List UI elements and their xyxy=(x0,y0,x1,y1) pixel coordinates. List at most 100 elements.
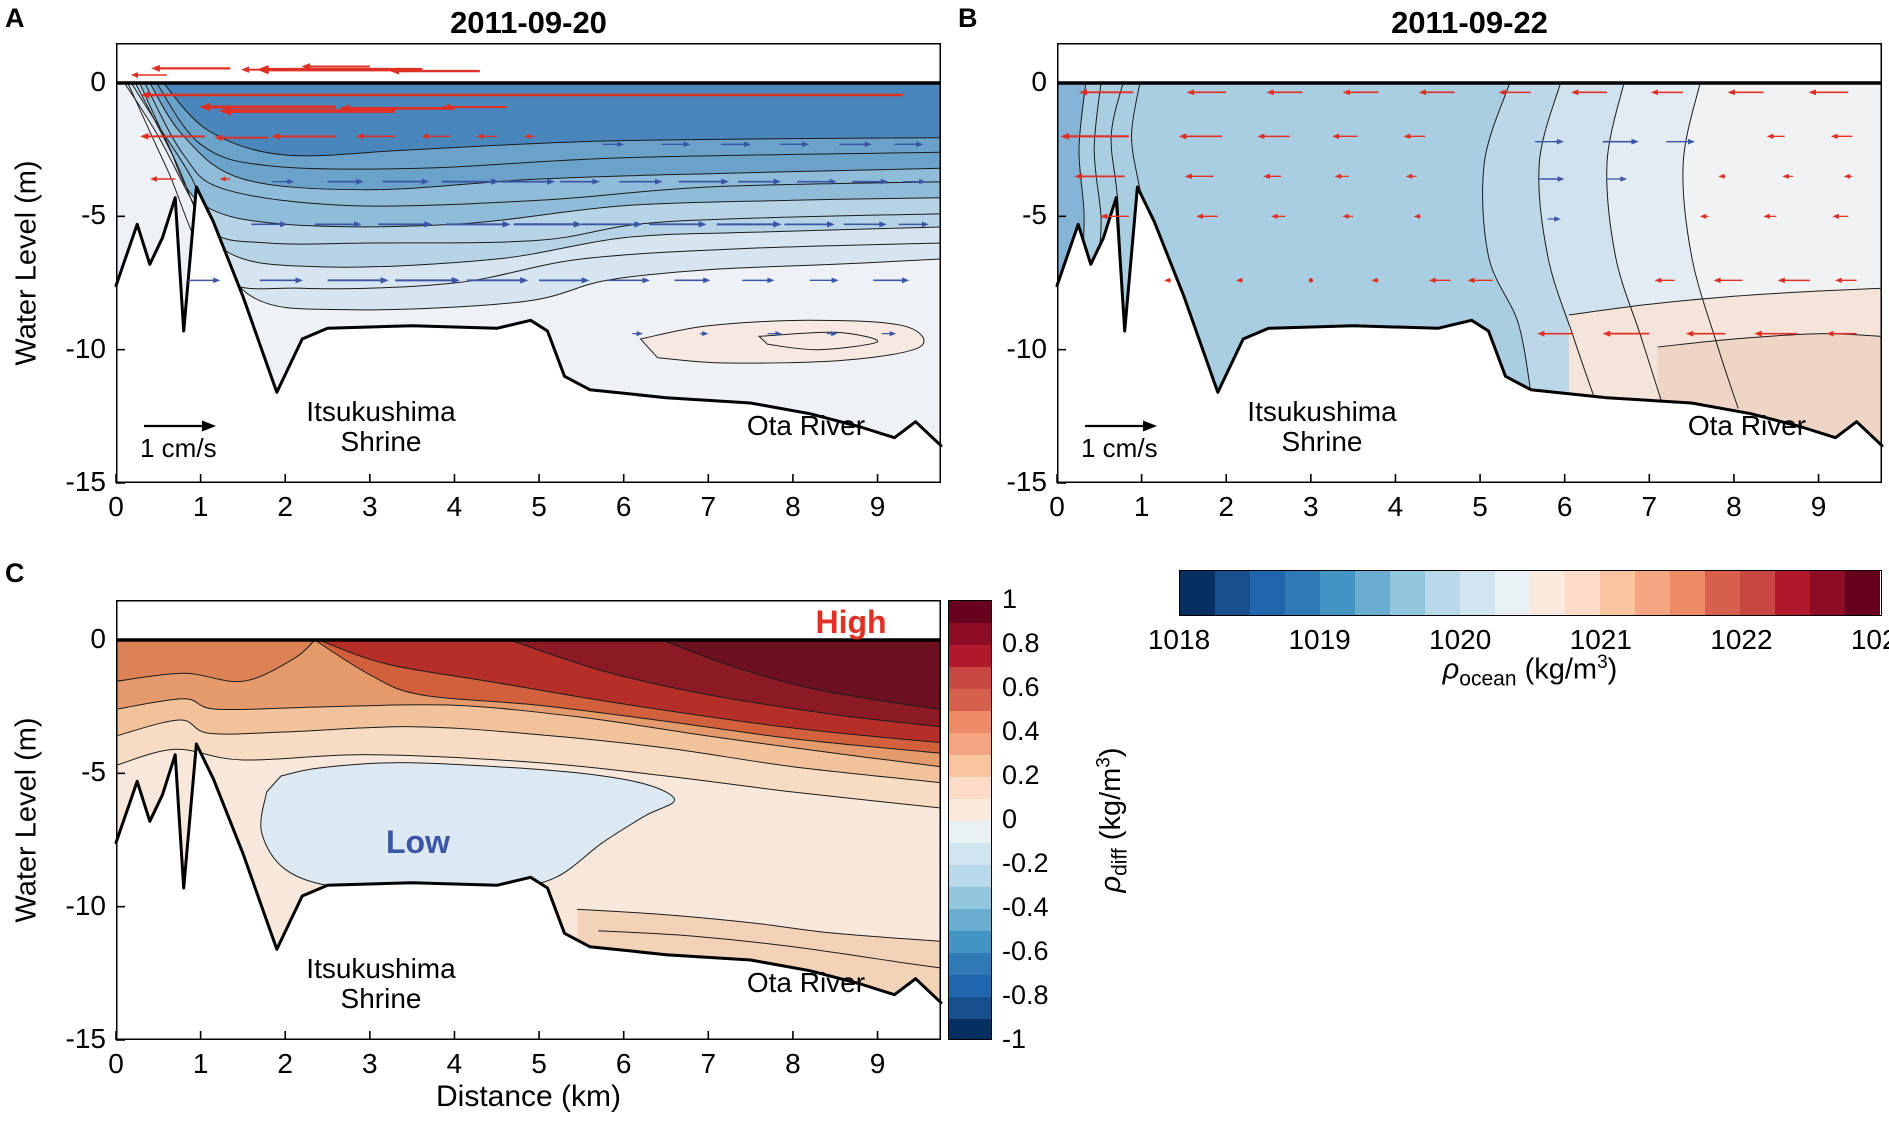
velocity-arrow-head xyxy=(1556,138,1564,145)
x-tick-label: 9 xyxy=(1810,491,1827,522)
colorbar-cell xyxy=(1775,571,1810,615)
velocity-arrow-head xyxy=(880,178,889,185)
colorbar-cell xyxy=(949,821,991,843)
velocity-arrow-head xyxy=(703,277,711,284)
colorbar-ocean-tick-label: 1021 xyxy=(1569,624,1632,655)
colorbar-ocean-label: ρocean (kg/m3) xyxy=(1443,652,1618,691)
y-tick-label: -10 xyxy=(65,889,106,921)
velocity-arrow-head xyxy=(1830,133,1838,140)
contour-line xyxy=(1682,83,1739,409)
contour-line xyxy=(127,83,941,290)
velocity-arrow-head xyxy=(1631,138,1639,145)
x-tick-label: 8 xyxy=(1726,491,1742,522)
colorbar-cell xyxy=(949,711,991,733)
x-tick-label: 7 xyxy=(700,1048,717,1079)
velocity-arrow-head xyxy=(1074,173,1083,180)
colorbar-diff-tick-label: 0.4 xyxy=(1002,716,1040,746)
velocity-arrow-head xyxy=(1620,176,1628,182)
velocity-arrow-head xyxy=(655,178,663,185)
annotation-shrine: Itsukushima xyxy=(306,953,456,984)
velocity-arrow-head xyxy=(140,91,150,99)
y-tick-label: 0 xyxy=(1031,66,1047,97)
unit-superscript: 3 xyxy=(1093,757,1115,768)
scale-arrow: 1 cm/s xyxy=(1081,420,1158,463)
contour-line xyxy=(757,331,879,351)
colorbar-cell xyxy=(949,1019,991,1039)
y-tick-label: -10 xyxy=(1006,332,1047,364)
colorbar-diff-tick-label: -0.4 xyxy=(1002,892,1049,922)
velocity-arrow-head xyxy=(1428,277,1436,284)
velocity-arrow-head xyxy=(287,178,295,185)
colorbar-cell xyxy=(1635,571,1670,615)
contour-line xyxy=(314,640,941,754)
velocity-arrow-head xyxy=(280,221,288,228)
velocity-arrows xyxy=(1060,89,1857,337)
contour-line xyxy=(116,640,316,683)
velocity-arrow-head xyxy=(524,133,531,139)
x-tick-label: 7 xyxy=(700,491,717,522)
plot-frame xyxy=(116,600,941,1040)
velocity-arrow-head xyxy=(339,104,350,113)
contour-line xyxy=(639,319,925,364)
colorbar-cell xyxy=(1250,571,1285,615)
velocity-arrow-head xyxy=(1196,213,1203,220)
velocity-arrow-head xyxy=(921,221,929,228)
colorbar-diff-tick-label: 0.6 xyxy=(1002,672,1040,702)
velocity-arrow-head xyxy=(889,331,897,337)
y-tick-label: 0 xyxy=(90,66,106,97)
scale-arrow-label: 1 cm/s xyxy=(1081,433,1158,463)
velocity-arrow-head xyxy=(130,72,139,78)
y-tick-label: -10 xyxy=(65,332,106,364)
colorbar-cell xyxy=(1495,571,1530,615)
x-tick-label: 8 xyxy=(785,1048,801,1079)
velocity-arrow-head xyxy=(219,176,226,182)
x-tick-label: 9 xyxy=(869,491,886,522)
colorbar-ocean-tick-label: 1022 xyxy=(1710,624,1773,655)
velocity-arrow-head xyxy=(1685,330,1694,337)
velocity-arrow-head xyxy=(1777,277,1785,284)
velocity-arrow-head xyxy=(1713,277,1721,284)
x-tick-label: 4 xyxy=(1387,491,1404,522)
x-tick-label: 1 xyxy=(1133,491,1150,522)
velocity-arrow-head xyxy=(1498,89,1506,96)
contour-line xyxy=(1606,83,1663,404)
density-band xyxy=(661,640,941,710)
colorbar-cell xyxy=(949,909,991,931)
colorbar-cell xyxy=(949,953,991,975)
contour-line xyxy=(577,908,941,942)
velocity-arrow-head xyxy=(547,178,555,185)
annotation-high: High xyxy=(815,604,886,640)
velocity-arrow-head xyxy=(150,176,157,182)
x-tick-label: 2 xyxy=(277,491,294,522)
velocity-arrow-head xyxy=(1718,173,1725,179)
x-tick-label: 0 xyxy=(108,1048,124,1079)
velocity-arrow-head xyxy=(355,133,364,140)
x-tick-label: 4 xyxy=(446,491,463,522)
velocity-arrow-head xyxy=(767,277,775,284)
velocity-arrow-head xyxy=(1467,277,1475,284)
velocity-arrow-head xyxy=(1371,277,1378,283)
velocity-arrow-head xyxy=(256,64,269,75)
colorbar-cell xyxy=(949,931,991,953)
velocity-arrow-head xyxy=(634,221,643,228)
velocity-arrow-head xyxy=(1100,213,1108,220)
velocity-arrow-head xyxy=(702,331,709,337)
plot-frame xyxy=(116,43,941,483)
y-tick-label: -5 xyxy=(81,199,106,231)
panel-c-plot: High Low Itsukushima Shrine Ota River xyxy=(114,600,943,1041)
colorbar-cell xyxy=(1285,571,1320,615)
contour-line xyxy=(116,698,941,768)
x-tick-label: 9 xyxy=(869,1048,886,1079)
velocity-arrow-head xyxy=(1418,89,1426,96)
colorbar-cell xyxy=(1180,571,1215,615)
velocity-arrow-head xyxy=(902,277,910,284)
velocity-arrow-head xyxy=(775,331,782,337)
x-tick-label: 1 xyxy=(192,1048,209,1079)
contour-line xyxy=(1568,287,1882,316)
unit-text: (kg/m xyxy=(1094,767,1127,849)
velocity-arrow-head xyxy=(476,133,484,140)
x-tick-label: 3 xyxy=(362,491,378,522)
annotation-river: Ota River xyxy=(1688,410,1806,441)
plot-frame xyxy=(1057,43,1882,483)
annotation-river: Ota River xyxy=(747,967,865,998)
